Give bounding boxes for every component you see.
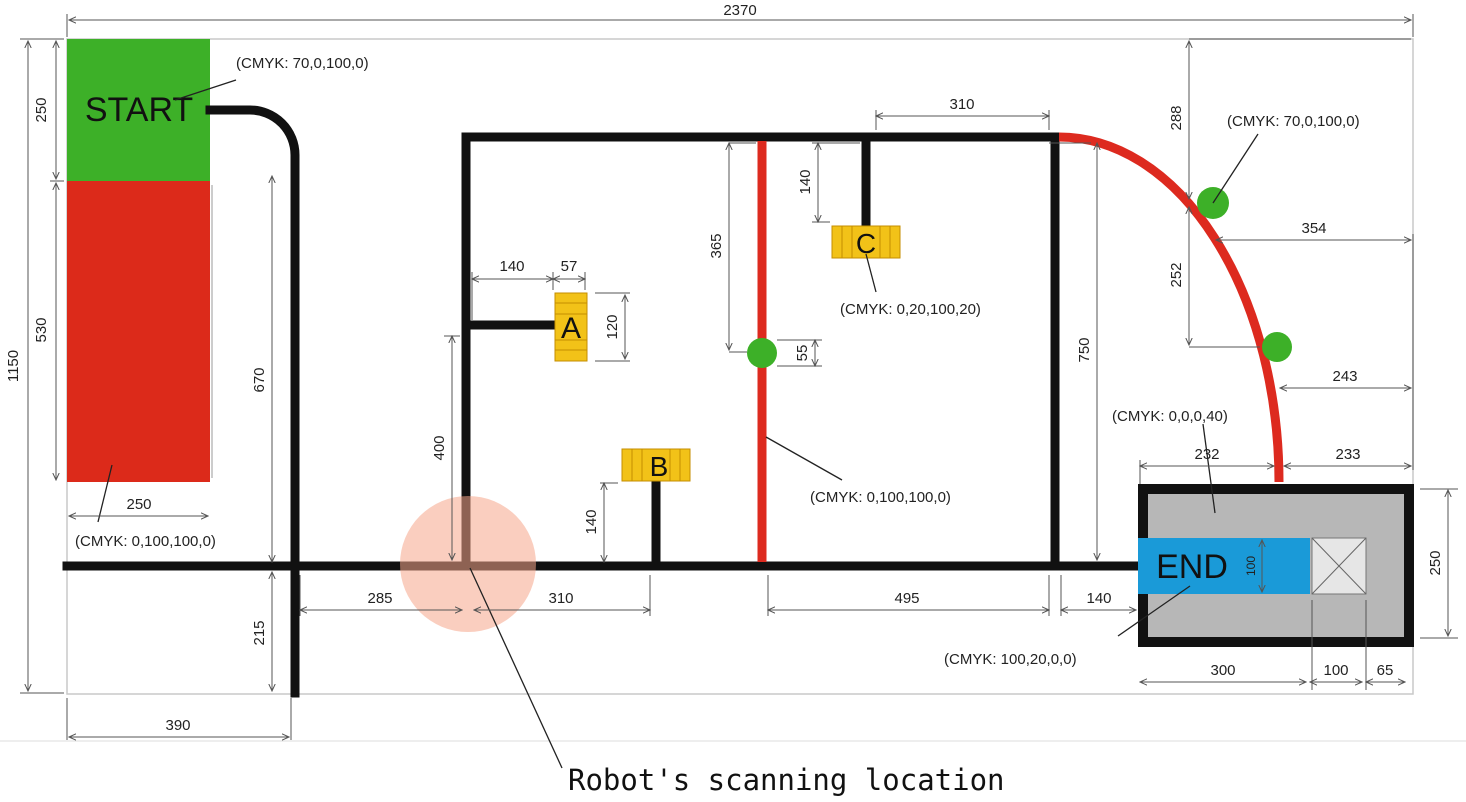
green-dot-center	[747, 338, 777, 368]
box-b	[621, 448, 691, 482]
cmyk-green-dot: (CMYK: 70,0,100,0)	[1227, 113, 1360, 130]
cmyk-red-zone: (CMYK: 0,100,100,0)	[75, 533, 216, 550]
dim-a-width: 57	[561, 258, 578, 275]
black-track	[62, 105, 1145, 698]
end-label: END	[1156, 548, 1228, 586]
dim-end-300: 300	[1210, 662, 1235, 679]
dim-total-height: 1150	[5, 350, 22, 382]
dim-end-right: 233	[1335, 446, 1360, 463]
cmyk-end: (CMYK: 100,20,0,0)	[944, 651, 1077, 668]
start-zone	[67, 39, 210, 181]
box-a	[554, 292, 588, 362]
scan-location-caption: Robot's scanning location	[568, 763, 1005, 797]
box-c-label: C	[856, 228, 876, 259]
dim-left-offset: 390	[165, 717, 190, 734]
dim-end-65: 65	[1377, 662, 1394, 679]
dim-red-height: 530	[33, 317, 50, 342]
dim-a-height: 120	[604, 314, 621, 339]
box-c	[831, 225, 901, 259]
dim-495: 495	[894, 590, 919, 607]
dim-bottom-stub: 215	[251, 620, 268, 645]
red-arc-line	[1058, 132, 1284, 483]
cmyk-box-c: (CMYK: 0,20,100,20)	[840, 301, 981, 318]
box-a-label: A	[561, 312, 581, 345]
dim-arc-dot1: 354	[1301, 220, 1326, 237]
start-label: START	[85, 91, 193, 129]
dim-scan-height: 400	[431, 435, 448, 460]
dim-arc-dot2: 243	[1332, 368, 1357, 385]
green-dot-arc-lower	[1262, 332, 1292, 362]
cmyk-start: (CMYK: 70,0,100,0)	[236, 55, 369, 72]
dim-c-stub: 140	[797, 169, 814, 194]
dim-310: 310	[548, 590, 573, 607]
cmyk-annotations: (CMYK: 70,0,100,0) (CMYK: 0,100,100,0) (…	[75, 55, 1360, 668]
cross-marker	[1311, 537, 1367, 595]
dim-red-width: 250	[126, 496, 151, 513]
dim-arc-mid: 252	[1168, 262, 1185, 287]
cmyk-red-line: (CMYK: 0,100,100,0)	[810, 489, 951, 506]
dim-red-line-upper: 365	[708, 233, 725, 258]
red-zone	[67, 181, 210, 482]
dim-285: 285	[367, 590, 392, 607]
dim-140: 140	[1086, 590, 1111, 607]
dim-a-stub: 140	[499, 258, 524, 275]
end-zone	[1138, 538, 1310, 594]
dim-end-box-height: 250	[1427, 550, 1444, 575]
dim-start-height: 250	[33, 97, 50, 122]
dim-end-100: 100	[1323, 662, 1348, 679]
dimension-values: 2370 1150 250 530 250 670 215 390 310 14…	[5, 2, 1444, 734]
dim-b-stub: 140	[583, 509, 600, 534]
start-curve	[205, 105, 300, 698]
dim-total-width: 2370	[723, 2, 756, 19]
dim-right-vertical: 750	[1076, 337, 1093, 362]
dim-end-left: 232	[1194, 446, 1219, 463]
cmyk-grey: (CMYK: 0,0,0,40)	[1112, 408, 1228, 425]
dim-end-zone-height: 100	[1244, 556, 1258, 576]
dim-path-height: 670	[251, 367, 268, 392]
dimension-lines	[20, 14, 1458, 740]
dim-green-gap: 55	[794, 345, 811, 362]
box-b-label: B	[650, 451, 669, 482]
dim-arc-top: 288	[1168, 105, 1185, 130]
scan-highlight	[400, 496, 536, 632]
dim-top-segment: 310	[949, 96, 974, 113]
